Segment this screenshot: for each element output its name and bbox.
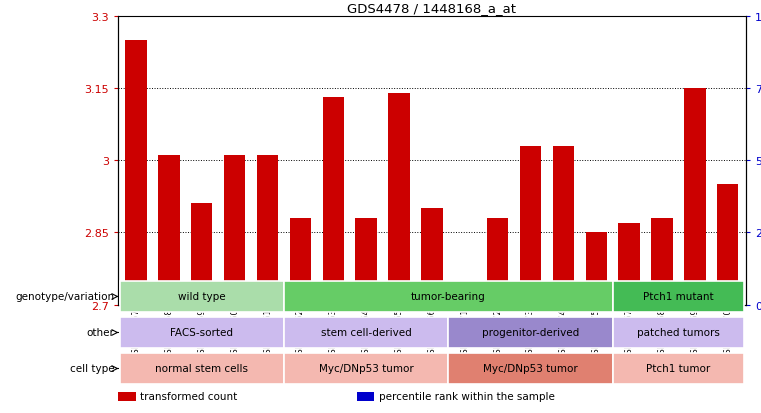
Text: Myc/DNp53 tumor: Myc/DNp53 tumor <box>319 363 413 374</box>
Bar <box>256 156 279 305</box>
Title: GDS4478 / 1448168_a_at: GDS4478 / 1448168_a_at <box>347 2 517 15</box>
Bar <box>355 218 377 305</box>
Text: other: other <box>86 328 114 338</box>
Bar <box>613 317 744 349</box>
Text: progenitor-derived: progenitor-derived <box>482 328 579 338</box>
Bar <box>448 353 613 385</box>
Bar <box>684 299 705 305</box>
Bar <box>717 299 738 305</box>
Bar <box>355 299 377 305</box>
Bar <box>388 299 409 305</box>
Bar <box>224 299 245 305</box>
Bar <box>290 218 311 305</box>
Bar <box>717 185 738 305</box>
Text: tumor-bearing: tumor-bearing <box>411 292 486 302</box>
Text: patched tumors: patched tumors <box>637 328 720 338</box>
Bar <box>454 290 476 305</box>
Text: stem cell-derived: stem cell-derived <box>320 328 412 338</box>
Text: normal stem cells: normal stem cells <box>155 363 248 374</box>
Bar <box>421 209 443 305</box>
Text: transformed count: transformed count <box>140 392 237 401</box>
Bar <box>552 146 574 305</box>
Bar <box>487 299 508 305</box>
Bar <box>613 281 744 313</box>
Text: Ptch1 tumor: Ptch1 tumor <box>646 363 711 374</box>
Bar <box>256 299 279 305</box>
Bar <box>684 88 705 305</box>
Bar <box>323 98 344 305</box>
Bar <box>158 299 180 305</box>
Bar <box>158 156 180 305</box>
Bar <box>613 353 744 385</box>
Bar <box>119 281 284 313</box>
Text: genotype/variation: genotype/variation <box>15 292 114 302</box>
Bar <box>454 302 476 305</box>
Bar <box>126 40 147 305</box>
Bar <box>619 223 640 305</box>
Bar <box>323 299 344 305</box>
Bar <box>356 392 374 401</box>
Bar <box>284 281 613 313</box>
Bar <box>651 299 673 305</box>
Bar <box>651 218 673 305</box>
Bar <box>619 299 640 305</box>
Bar <box>421 299 443 305</box>
Bar <box>191 204 212 305</box>
Text: Myc/DNp53 tumor: Myc/DNp53 tumor <box>483 363 578 374</box>
Bar <box>119 317 284 349</box>
Bar <box>118 392 135 401</box>
Bar <box>224 156 245 305</box>
Text: Ptch1 mutant: Ptch1 mutant <box>643 292 714 302</box>
Text: cell type: cell type <box>69 363 114 374</box>
Bar <box>126 299 147 305</box>
Bar <box>552 299 574 305</box>
Bar <box>119 353 284 385</box>
Bar <box>585 233 607 305</box>
Bar <box>487 218 508 305</box>
Bar <box>388 93 409 305</box>
Bar <box>191 302 212 305</box>
Bar <box>585 299 607 305</box>
Bar <box>284 317 448 349</box>
Text: wild type: wild type <box>178 292 225 302</box>
Bar <box>520 146 541 305</box>
Bar <box>284 353 448 385</box>
Text: percentile rank within the sample: percentile rank within the sample <box>378 392 554 401</box>
Bar <box>520 299 541 305</box>
Bar <box>290 299 311 305</box>
Bar <box>448 317 613 349</box>
Text: FACS-sorted: FACS-sorted <box>170 328 234 338</box>
